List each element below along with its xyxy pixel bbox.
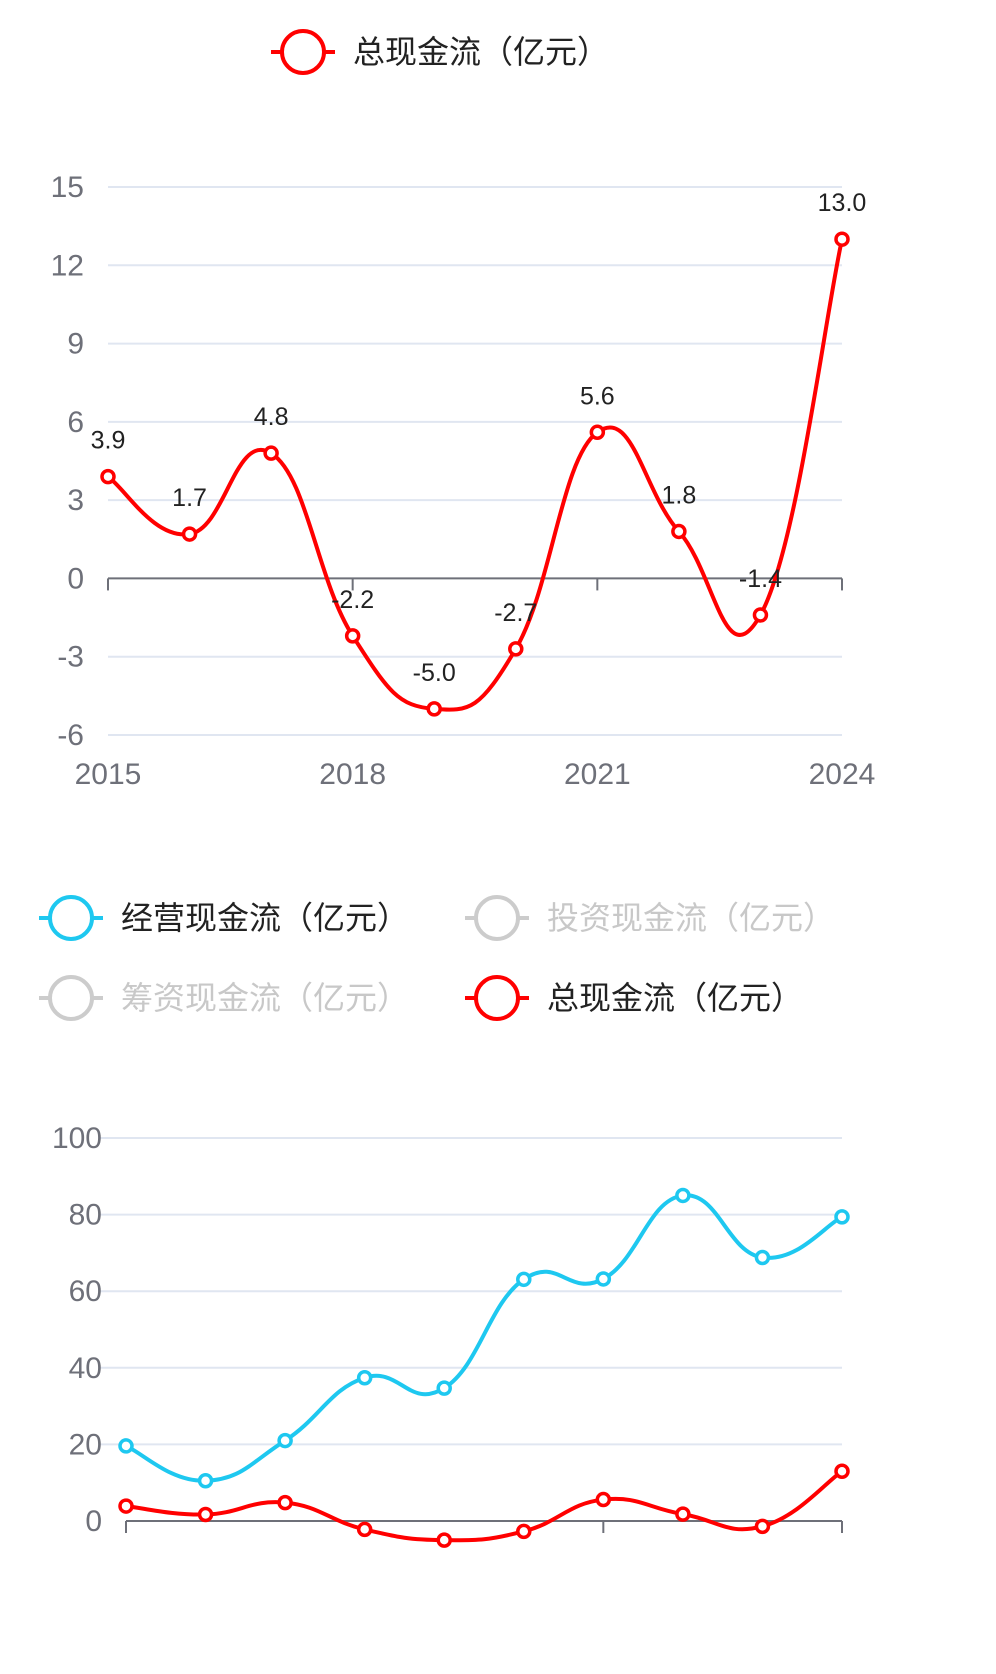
data-point[interactable] [356,1370,373,1386]
series-line-total [106,238,844,712]
legend-circle-icon [474,975,520,1021]
data-label: -2.7 [494,599,537,627]
data-point[interactable] [595,1271,612,1287]
y-tick-label: 3 [67,484,84,517]
y-tick-label: 12 [51,249,84,282]
y-tick-label: 0 [85,1505,102,1538]
data-point[interactable] [197,1506,214,1523]
data-point[interactable] [263,445,279,461]
data-label: 5.6 [580,382,615,410]
y-tick-label: -6 [57,719,84,752]
legend-item-investing[interactable]: 投资现金流（亿元） [465,895,835,941]
legend-label: 投资现金流（亿元） [547,900,835,936]
data-point[interactable] [436,1380,452,1396]
y-tick-label: 0 [67,562,84,595]
legend-label: 筹资现金流（亿元） [121,980,409,1016]
data-point[interactable] [675,1506,691,1522]
data-point[interactable] [834,1209,850,1225]
data-point[interactable] [834,1463,850,1479]
data-point[interactable] [754,1249,771,1266]
y-tick-label: 6 [67,406,84,439]
data-point[interactable] [344,628,361,644]
legend-circle-icon [48,895,94,941]
y-tick-label: 100 [52,1122,102,1155]
y-tick-label: 15 [51,171,84,204]
data-label: 1.7 [172,484,207,512]
legend-label: 总现金流（亿元） [547,980,803,1016]
data-point[interactable] [197,1473,214,1489]
chart-1-grid [108,186,842,736]
data-point[interactable] [436,1532,452,1548]
data-point[interactable] [516,1523,532,1540]
data-point[interactable] [100,468,116,485]
y-tick-label: 9 [67,328,84,361]
data-point[interactable] [754,1518,771,1535]
data-label: 1.8 [662,481,697,509]
data-point[interactable] [508,641,524,657]
data-point[interactable] [356,1521,373,1538]
y-tick-label: 20 [69,1428,102,1461]
data-point[interactable] [752,607,769,623]
data-point[interactable] [671,523,687,540]
chart-1: 总现金流（亿元） 15 12 9 6 3 0 -3 -6 2015 2018 2021 2024 3.9 1… [51,29,876,791]
data-point[interactable] [277,1494,293,1511]
data-point[interactable] [181,526,198,542]
data-label: -1.4 [739,565,782,593]
x-tick-label: 2018 [319,758,386,791]
data-label: 4.8 [254,403,289,431]
legend-circle-icon [48,975,94,1021]
x-tick-label: 2015 [75,758,142,791]
data-point[interactable] [118,1438,134,1454]
legend-label: 总现金流（亿元） [353,34,609,70]
data-point[interactable] [595,1491,612,1508]
legend-item-operating[interactable]: 经营现金流（亿元） [39,895,409,941]
data-point[interactable] [426,701,442,717]
data-label: 13.0 [818,189,867,217]
data-point[interactable] [118,1498,134,1514]
legend-item-total-chart1[interactable]: 总现金流（亿元） [271,29,609,75]
series-line-total [125,1469,844,1543]
legend-circle-icon [474,895,520,941]
legend-item-total[interactable]: 总现金流（亿元） [465,975,803,1021]
y-tick-label: 80 [69,1199,102,1232]
data-point[interactable] [675,1187,691,1204]
data-label: -2.2 [331,586,374,614]
data-label: -5.0 [413,659,456,687]
series-line-operating [125,1193,843,1483]
data-point[interactable] [277,1432,293,1449]
legend-item-financing[interactable]: 筹资现金流（亿元） [39,975,409,1021]
legend-circle-icon [280,29,326,75]
chart-2: 经营现金流（亿元） 投资现金流（亿元） 筹资现金流（亿元） 总现金流（亿元） 100 80… [39,895,850,1548]
data-point[interactable] [516,1271,532,1288]
x-tick-label: 2021 [564,758,631,791]
data-label: 3.9 [91,427,126,455]
data-point[interactable] [589,424,606,441]
y-tick-label: 40 [69,1352,102,1385]
y-tick-label: -3 [57,641,84,674]
y-tick-label: 60 [69,1275,102,1308]
legend-label: 经营现金流（亿元） [121,900,409,936]
data-point[interactable] [834,231,850,247]
x-tick-label: 2024 [809,758,876,791]
